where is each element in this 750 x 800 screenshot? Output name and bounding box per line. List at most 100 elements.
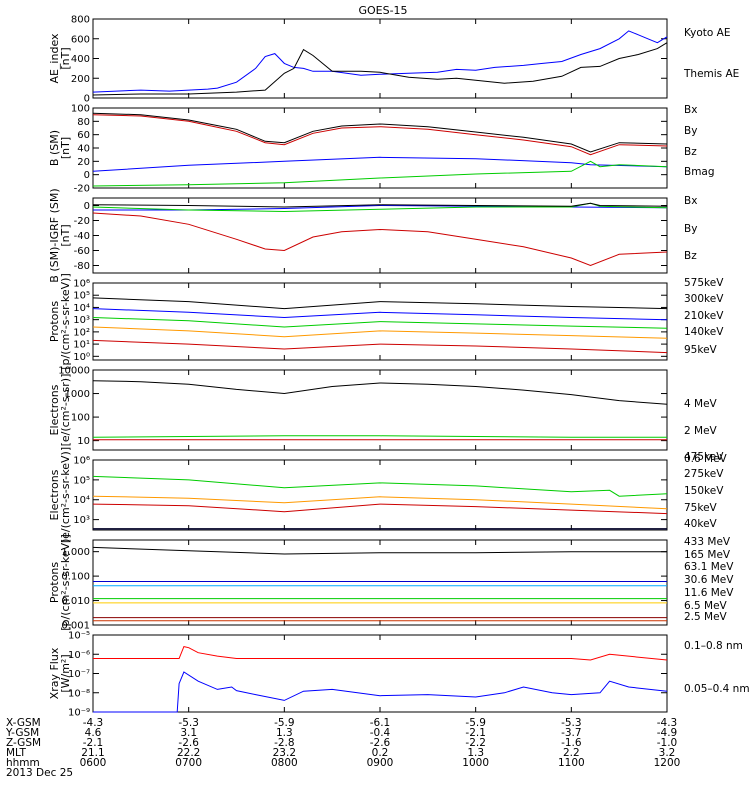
bottom-row-value: -3.7 <box>561 727 582 739</box>
bottom-row-value: 4.6 <box>85 727 102 739</box>
bottom-row-value: -5.3 <box>561 717 582 729</box>
bottom-row-value: -2.6 <box>178 737 199 749</box>
series-line <box>92 202 668 213</box>
y-axis-label: Electrons <box>48 384 61 435</box>
bottom-row-value: 1.3 <box>467 747 484 759</box>
series-line <box>92 202 668 208</box>
y-tick-label: 10⁻⁵ <box>68 631 90 642</box>
y-tick-label: 1000 <box>65 389 90 400</box>
bottom-row-value: -1.6 <box>561 737 582 749</box>
legend-entry: Bx <box>684 104 697 116</box>
y-tick-label: 80 <box>77 117 90 128</box>
series-line <box>92 326 668 339</box>
bottom-row-value: -2.8 <box>274 737 295 749</box>
bottom-row-value: 0.2 <box>372 747 389 759</box>
legend-entry: 2 MeV <box>684 425 718 437</box>
y-axis-label: [e/(cm²-s-sr)] <box>59 374 72 447</box>
panel-6: 10³ 10⁴ 10⁵ 10⁶ Electrons[e/(cm²-s-sr-keV)] 4… <box>48 447 724 543</box>
series-line <box>92 317 668 329</box>
legend-entry: 210keV <box>684 310 724 322</box>
bottom-row-value: -0.4 <box>370 727 391 739</box>
y-axis-label: [nT] <box>59 137 72 159</box>
y-tick-label: 10⁵ <box>73 475 90 486</box>
series-line <box>92 160 668 187</box>
series-line <box>92 42 668 96</box>
y-tick-label: 10⁻⁸ <box>68 688 90 699</box>
bottom-row-value: 0800 <box>271 757 298 769</box>
y-tick-label: 0 <box>84 201 90 212</box>
legend-entry: 6.5 MeV <box>684 600 728 612</box>
bottom-row-value: -1.0 <box>657 737 678 749</box>
bottom-row-label: X-GSM <box>6 717 41 729</box>
bottom-row-value: 1.3 <box>276 727 293 739</box>
panel-2: -20 0 20 40 60 80 100 B (SM)[nT] Bx By Bz Bmag <box>48 104 715 195</box>
panel-1: 0 200 400 600 800 AE_index[nT] Kyoto AE Themis … <box>48 15 739 105</box>
y-tick-label: 10³ <box>73 515 90 526</box>
y-axis-label: B (SM) <box>48 130 61 166</box>
series-line <box>93 671 668 713</box>
panel-frame <box>92 459 668 531</box>
legend-entry: 0.6 MeV <box>684 453 728 465</box>
bottom-row-value: 23.2 <box>273 747 296 759</box>
bottom-row-value: -5.3 <box>178 717 199 729</box>
y-tick-label: -40 <box>74 231 90 242</box>
panel-7: 0.001 0.010 0.100 1.000Protons[p/(cm²-s-sr-… <box>48 534 734 631</box>
bottom-row-value: -4.9 <box>657 727 678 739</box>
y-tick-label: 800 <box>71 15 90 26</box>
y-tick-label: 0.100 <box>61 572 90 583</box>
y-tick-label: 10⁴ <box>73 303 90 314</box>
panel-5: 10 100 1000 10000 Electrons[e/(cm²-s-sr)] 4 M… <box>48 366 728 466</box>
y-tick-label: 400 <box>71 54 90 65</box>
y-tick-label: -80 <box>74 261 90 272</box>
y-axis-label: [e/(cm²-s-sr-keV)] <box>59 447 72 543</box>
legend-entry: 150keV <box>684 485 724 497</box>
bottom-row-value: -2.2 <box>465 737 486 749</box>
bottom-row-value: 0900 <box>367 757 394 769</box>
legend-entry: Bmag <box>684 166 715 178</box>
y-tick-label: -20 <box>74 216 90 227</box>
y-axis-label: [nT] <box>59 224 72 246</box>
legend-entry: Bx <box>684 195 697 207</box>
series-line <box>92 495 668 510</box>
legend-entry: By <box>684 125 697 137</box>
y-axis-label: B (SM)-IGRF (SM) <box>48 188 61 282</box>
y-tick-label: 0 <box>84 94 90 105</box>
panel-frame <box>92 634 668 713</box>
bottom-row-value: 1100 <box>558 757 585 769</box>
bottom-row-value: 1000 <box>462 757 489 769</box>
series-line <box>92 435 667 438</box>
legend-entry: 433 MeV <box>684 536 731 548</box>
bottom-row-label: MLT <box>6 747 26 759</box>
legend-entry: 140keV <box>684 326 724 338</box>
y-tick-label: 10² <box>73 327 90 338</box>
y-tick-label: 0.010 <box>61 596 90 607</box>
y-tick-label: -60 <box>74 246 90 257</box>
y-tick-label: 40 <box>77 144 90 155</box>
series-line <box>92 30 668 93</box>
y-axis-label: Protons <box>48 562 61 603</box>
legend-entry: Themis AE <box>683 68 739 80</box>
panel-3: -80 -60 -40 -20 0 B (SM)-IGRF (SM)[nT] Bx By Bz <box>48 188 697 282</box>
y-axis-label: [W/m²] <box>59 654 72 692</box>
y-tick-label: 10¹ <box>73 340 90 351</box>
legend-entry: 575keV <box>684 277 724 289</box>
legend-entry: 0.05–0.4 nm <box>684 683 750 695</box>
legend-entry: 300keV <box>684 293 724 305</box>
legend-entry: 475keV <box>684 451 724 463</box>
series-line <box>92 546 667 555</box>
series-line <box>92 297 668 310</box>
legend-entry: Kyoto AE <box>684 27 730 39</box>
y-tick-label: 10⁶ <box>73 279 90 290</box>
bottom-row-value: 3.2 <box>659 747 676 759</box>
series-line <box>92 114 668 156</box>
y-tick-label: 100 <box>71 413 90 424</box>
y-tick-label: 20 <box>77 157 90 168</box>
legend-entry: Bz <box>684 250 697 262</box>
bottom-row-value: -4.3 <box>657 717 678 729</box>
y-axis-label: [nT] <box>59 47 72 69</box>
bottom-row-value: -2.1 <box>465 727 486 739</box>
y-tick-label: 10³ <box>73 315 90 326</box>
legend-entry: 95keV <box>684 344 718 356</box>
bottom-row-label: Y-GSM <box>5 727 39 739</box>
